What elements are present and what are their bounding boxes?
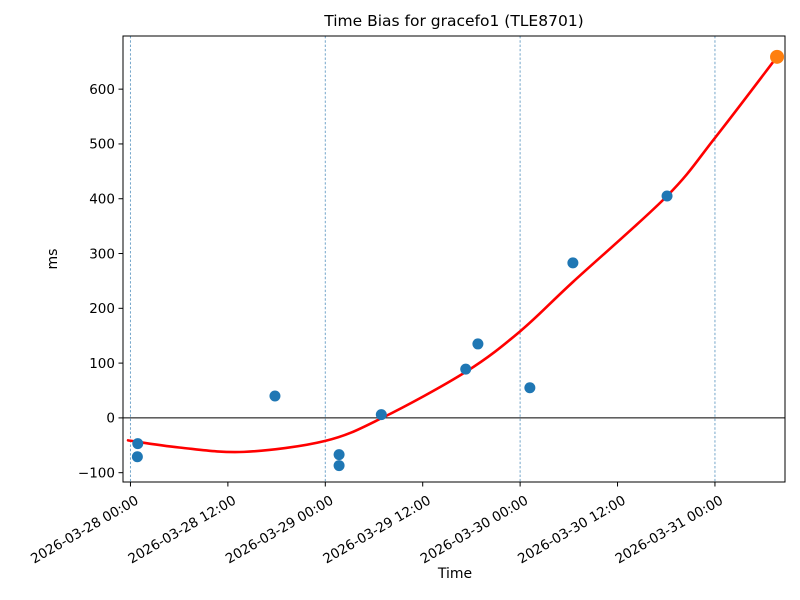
y-tick-label: 500 — [89, 137, 115, 153]
x-tick-label: 2026-03-29 12:00 — [320, 493, 433, 568]
y-tick-label: 100 — [89, 356, 115, 372]
x-tick-label: 2026-03-30 00:00 — [418, 493, 531, 568]
fit-curve — [126, 55, 779, 454]
data-point-measured-bias — [333, 460, 345, 472]
y-axis-label: ms — [45, 249, 61, 270]
y-tick-label: −100 — [78, 465, 115, 481]
x-tick-label: 2026-03-31 00:00 — [613, 493, 726, 568]
data-point-measured-bias — [460, 363, 472, 375]
x-axis-label: Time — [437, 566, 472, 582]
data-point-measured-bias — [524, 382, 536, 394]
data-point-measured-bias — [567, 257, 579, 269]
plot-border — [122, 35, 786, 483]
y-tick-label: 0 — [106, 411, 115, 427]
x-tick-label: 2026-03-30 12:00 — [515, 493, 628, 568]
x-tick-label: 2026-03-28 12:00 — [126, 493, 239, 568]
y-tick-label: 300 — [89, 246, 115, 262]
data-point-measured-bias — [333, 449, 345, 461]
x-tick-label: 2026-03-29 00:00 — [223, 493, 336, 568]
data-point-measured-bias — [269, 390, 281, 402]
chart-title: Time Bias for gracefo1 (TLE8701) — [323, 12, 583, 30]
y-tick-label: 600 — [89, 82, 115, 98]
data-point-measured-bias — [472, 338, 484, 350]
data-point-measured-bias — [131, 451, 143, 463]
data-point-measured-bias — [661, 190, 673, 202]
y-tick-label: 200 — [89, 301, 115, 317]
data-point-measured-bias — [375, 409, 387, 421]
data-point-predicted-bias — [770, 49, 785, 64]
data-point-measured-bias — [132, 438, 144, 450]
x-tick-label: 2026-03-28 00:00 — [28, 493, 141, 568]
y-tick-label: 400 — [89, 192, 115, 208]
